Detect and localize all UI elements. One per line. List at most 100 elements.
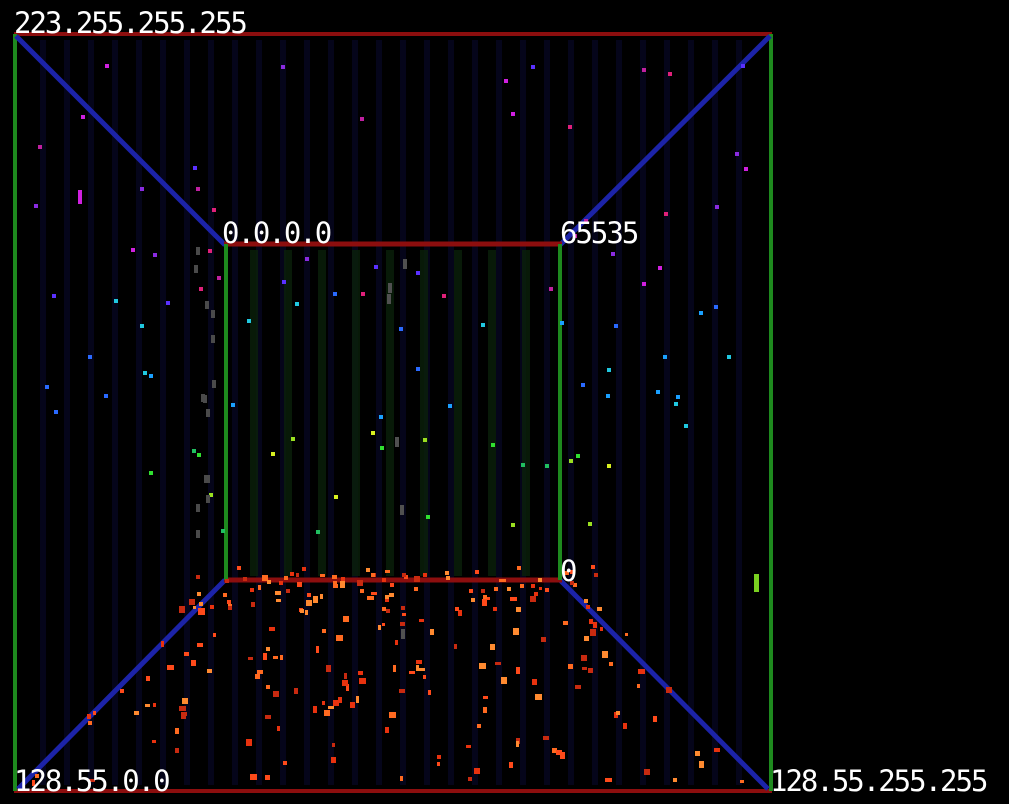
traffic-point bbox=[166, 301, 170, 305]
traffic-point bbox=[699, 311, 703, 315]
traffic-point bbox=[196, 504, 200, 512]
traffic-point bbox=[389, 712, 396, 718]
traffic-point bbox=[273, 691, 279, 697]
traffic-point bbox=[179, 606, 185, 613]
traffic-point bbox=[403, 259, 407, 269]
traffic-point bbox=[402, 613, 406, 616]
traffic-point bbox=[584, 636, 589, 641]
traffic-point bbox=[358, 671, 363, 675]
traffic-point bbox=[279, 581, 283, 585]
traffic-point bbox=[213, 633, 216, 637]
traffic-point bbox=[322, 701, 325, 705]
traffic-point bbox=[307, 593, 311, 597]
inner-bottom-right-label: 0 bbox=[560, 554, 578, 588]
traffic-point bbox=[326, 665, 331, 672]
traffic-point bbox=[606, 394, 610, 398]
traffic-point bbox=[357, 580, 363, 586]
traffic-point bbox=[267, 580, 271, 584]
traffic-point bbox=[623, 723, 627, 729]
traffic-point bbox=[656, 390, 660, 394]
traffic-point bbox=[105, 64, 109, 68]
traffic-point bbox=[344, 673, 347, 679]
grid-band bbox=[616, 40, 622, 785]
traffic-point bbox=[192, 449, 196, 453]
traffic-point bbox=[198, 608, 205, 615]
traffic-point bbox=[414, 587, 418, 591]
traffic-point bbox=[266, 685, 270, 689]
traffic-point bbox=[201, 394, 205, 402]
traffic-point bbox=[454, 644, 457, 649]
traffic-point bbox=[560, 752, 565, 759]
traffic-point bbox=[263, 653, 267, 660]
traffic-point bbox=[493, 607, 497, 611]
traffic-point bbox=[296, 573, 299, 577]
grid-band bbox=[640, 40, 646, 785]
traffic-point bbox=[145, 704, 150, 707]
traffic-point bbox=[616, 711, 620, 715]
traffic-point bbox=[469, 589, 473, 593]
traffic-point bbox=[520, 584, 524, 588]
traffic-point bbox=[714, 305, 718, 309]
traffic-point bbox=[482, 599, 487, 606]
grid-shading bbox=[40, 40, 742, 785]
traffic-point bbox=[538, 578, 542, 582]
traffic-point bbox=[510, 597, 517, 601]
traffic-points bbox=[32, 64, 759, 786]
traffic-point bbox=[305, 610, 308, 615]
diagonal-bottom-left bbox=[16, 578, 227, 791]
traffic-point bbox=[614, 324, 618, 328]
traffic-point bbox=[210, 605, 214, 609]
grid-band bbox=[386, 250, 394, 576]
traffic-point bbox=[442, 294, 446, 298]
traffic-point bbox=[400, 776, 403, 781]
traffic-point bbox=[479, 663, 486, 669]
traffic-point bbox=[153, 253, 157, 257]
traffic-point bbox=[589, 619, 593, 624]
grid-band bbox=[318, 250, 326, 576]
traffic-point bbox=[584, 219, 588, 223]
traffic-point bbox=[380, 446, 384, 450]
traffic-point bbox=[134, 711, 139, 715]
traffic-point bbox=[45, 385, 49, 389]
traffic-point bbox=[584, 599, 588, 603]
traffic-point bbox=[668, 72, 672, 76]
traffic-point bbox=[382, 623, 385, 626]
traffic-point bbox=[281, 65, 285, 69]
traffic-point bbox=[332, 743, 335, 747]
grid-band bbox=[420, 250, 428, 576]
traffic-point bbox=[342, 680, 348, 686]
traffic-point bbox=[625, 633, 628, 636]
grid-band bbox=[208, 40, 214, 785]
traffic-point bbox=[666, 687, 672, 693]
traffic-point bbox=[282, 280, 286, 284]
traffic-point bbox=[494, 587, 498, 591]
grid-band bbox=[280, 40, 286, 785]
grid-band bbox=[256, 40, 262, 785]
traffic-point bbox=[324, 710, 330, 716]
traffic-point bbox=[552, 748, 557, 753]
traffic-point bbox=[511, 523, 515, 527]
traffic-point bbox=[250, 588, 254, 592]
traffic-point bbox=[78, 190, 82, 204]
traffic-point bbox=[582, 667, 587, 670]
traffic-point bbox=[294, 688, 298, 694]
traffic-point bbox=[401, 606, 405, 610]
traffic-point bbox=[346, 684, 349, 691]
traffic-point bbox=[258, 585, 261, 590]
grid-band bbox=[64, 40, 70, 785]
traffic-point bbox=[740, 780, 744, 783]
traffic-point bbox=[175, 748, 179, 753]
traffic-point bbox=[333, 292, 337, 296]
traffic-point bbox=[276, 599, 281, 602]
traffic-point bbox=[275, 591, 281, 595]
grid-band bbox=[40, 40, 46, 785]
traffic-point bbox=[491, 443, 495, 447]
traffic-point bbox=[209, 493, 213, 497]
traffic-point bbox=[266, 647, 270, 651]
traffic-point bbox=[602, 651, 608, 658]
traffic-point bbox=[194, 265, 198, 273]
traffic-point bbox=[306, 600, 312, 606]
traffic-point bbox=[607, 464, 611, 468]
traffic-point bbox=[591, 565, 595, 569]
